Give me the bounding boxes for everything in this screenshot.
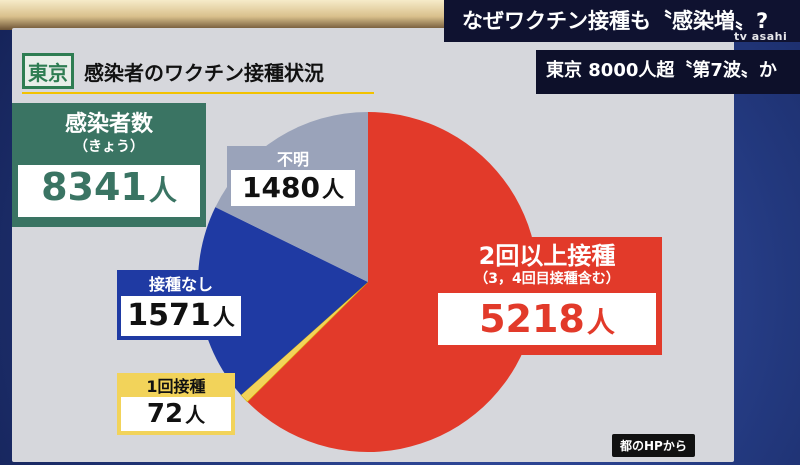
pie-slice-one [240, 281, 369, 403]
one-dose-card: 1回接種 72 人 [117, 373, 235, 435]
unknown-label: 不明 [276, 150, 309, 169]
total-cases-value: 8341 [41, 165, 147, 209]
one-dose-unit: 人 [185, 403, 206, 427]
unknown-card: 不明 1480 人 [227, 146, 359, 210]
total-cases-card: 感染者数 （きょう） 8341 人 [12, 103, 206, 227]
one-dose-label: 1回接種 [146, 377, 206, 396]
pie-slice-none [198, 207, 368, 396]
unknown-value: 1480 [242, 171, 320, 204]
unvaccinated-label: 接種なし [148, 275, 213, 294]
two-plus-doses-value-box: 5218 人 [438, 293, 656, 345]
two-plus-doses-card: 2回以上接種 （3，4回目接種含む） 5218 人 [432, 237, 662, 355]
title-text: 感染者のワクチン接種状況 [84, 60, 324, 85]
unknown-value-box: 1480 人 [231, 170, 355, 206]
two-plus-doses-header: 2回以上接種 （3，4回目接種含む） [432, 237, 662, 293]
unvaccinated-value-box: 1571 人 [121, 296, 241, 336]
two-plus-doses-value: 5218 [479, 297, 585, 341]
broadcaster-logo: tv asahi [734, 30, 788, 43]
title-underline [22, 92, 374, 94]
two-plus-doses-sublabel: （3，4回目接種含む） [474, 271, 620, 287]
title-prefix-badge: 東京 [22, 53, 74, 89]
total-cases-label: 感染者数 [64, 112, 153, 137]
unvaccinated-card: 接種なし 1571 人 [117, 270, 245, 340]
source-note: 都のHPから [612, 434, 695, 457]
total-cases-date: （きょう） [74, 139, 144, 155]
two-plus-doses-unit: 人 [586, 306, 615, 339]
pie-slice-two-plus [247, 112, 538, 452]
unknown-unit: 人 [321, 178, 344, 203]
one-dose-value-box: 72 人 [121, 397, 231, 431]
unvaccinated-value: 1571 [127, 298, 211, 333]
two-plus-doses-label: 2回以上接種 [478, 242, 616, 270]
chart-title: 東京 感染者のワクチン接種状況 [22, 50, 324, 92]
total-cases-value-box: 8341 人 [18, 165, 200, 217]
headline-banner: なぜワクチン接種も〝感染増〟? [444, 0, 800, 42]
total-cases-header: 感染者数 （きょう） [12, 103, 206, 165]
unvaccinated-unit: 人 [212, 306, 235, 331]
subheadline-banner: 東京 8000人超〝第7波〟か [536, 50, 800, 94]
one-dose-value: 72 [146, 399, 184, 429]
total-cases-unit: 人 [148, 174, 177, 207]
